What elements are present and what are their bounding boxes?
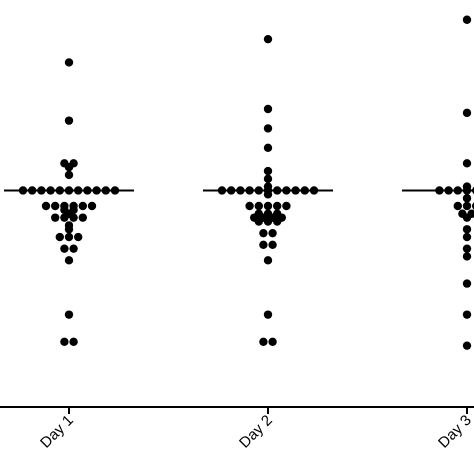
- data-point: [263, 310, 273, 319]
- data-point: [462, 108, 472, 118]
- data-point: [263, 190, 273, 199]
- data-point: [263, 34, 273, 44]
- data-point: [462, 341, 472, 350]
- x-tick-label: Day 2: [236, 412, 276, 452]
- data-point: [60, 244, 69, 253]
- data-point: [55, 232, 64, 242]
- data-point: [78, 213, 88, 222]
- data-point: [87, 201, 97, 211]
- data-point: [462, 213, 472, 222]
- data-point: [64, 170, 74, 180]
- data-point: [69, 337, 78, 346]
- data-point: [462, 252, 472, 261]
- data-point: [462, 232, 472, 242]
- data-point: [453, 201, 462, 211]
- data-point: [282, 201, 291, 211]
- data-point: [273, 217, 282, 226]
- data-point: [263, 166, 273, 176]
- data-point: [254, 217, 263, 226]
- data-point: [263, 104, 273, 114]
- data-point: [254, 201, 263, 211]
- data-point: [51, 201, 60, 211]
- data-point: [78, 201, 88, 211]
- data-point: [263, 201, 273, 211]
- data-point: [64, 256, 74, 265]
- data-point: [60, 213, 69, 222]
- data-point: [462, 159, 472, 168]
- data-point: [64, 310, 74, 319]
- x-tick-label: Day 1: [37, 412, 77, 452]
- data-point: [69, 244, 78, 253]
- data-point: [263, 256, 273, 265]
- data-point: [64, 163, 74, 172]
- data-point: [64, 58, 74, 67]
- data-point: [263, 217, 273, 226]
- data-point: [64, 225, 74, 234]
- x-axis-tick-labels: Day 1 Day 2 Day 3: [37, 412, 474, 452]
- data-point: [268, 240, 277, 249]
- data-points: [18, 15, 474, 350]
- data-point: [41, 201, 51, 211]
- data-point: [74, 232, 83, 242]
- data-point: [64, 116, 74, 125]
- data-point: [60, 337, 69, 346]
- data-point: [263, 143, 273, 152]
- data-point: [263, 174, 273, 184]
- x-tick-label: Day 3: [435, 412, 474, 452]
- data-point: [462, 194, 472, 203]
- data-point: [259, 240, 268, 249]
- data-point: [462, 310, 472, 319]
- data-point: [259, 337, 268, 346]
- data-point: [462, 244, 472, 253]
- data-point: [462, 279, 472, 288]
- data-point: [263, 124, 273, 133]
- data-point: [462, 15, 472, 24]
- data-point: [268, 337, 277, 346]
- data-point: [462, 201, 472, 211]
- x-axis-ticks: [68, 407, 468, 414]
- data-point: [268, 228, 277, 238]
- data-point: [259, 228, 268, 238]
- data-point: [273, 201, 282, 211]
- data-point: [245, 201, 254, 211]
- data-point: [51, 213, 60, 222]
- data-point: [69, 213, 78, 222]
- data-point: [462, 225, 472, 234]
- data-point: [64, 232, 74, 242]
